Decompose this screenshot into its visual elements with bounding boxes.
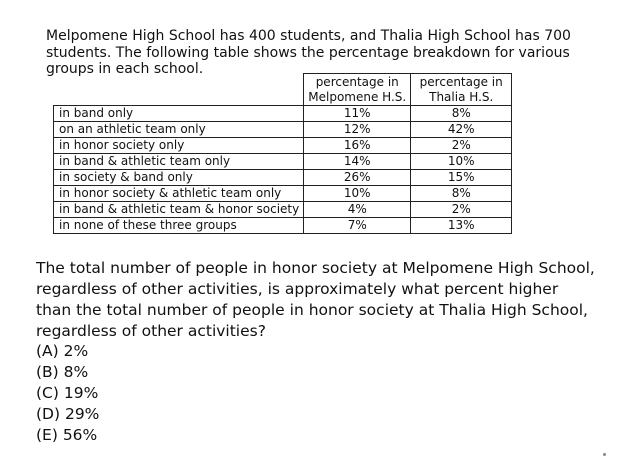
question-text: The total number of people in honor soci…	[36, 259, 595, 340]
header-thalia-line2: Thalia H.S.	[429, 90, 494, 104]
melpomene-value: 12%	[303, 121, 412, 138]
table-row: in society & band only 26% 15%	[52, 169, 513, 186]
thalia-value: 15%	[410, 169, 513, 186]
header-thalia: percentage in Thalia H.S.	[410, 73, 513, 106]
row-label: in honor society & athletic team only	[52, 185, 305, 202]
table-row: in none of these three groups 7% 13%	[52, 217, 513, 234]
thalia-value: 2%	[410, 201, 513, 218]
row-label: in band & athletic team & honor society	[52, 201, 305, 218]
thalia-value: 8%	[410, 105, 513, 122]
thalia-value: 2%	[410, 137, 513, 154]
answer-choices: (A) 2% (B) 8% (C) 19% (D) 29% (E) 56%	[36, 341, 99, 446]
table-row: in honor society only 16% 2%	[52, 137, 513, 154]
thalia-value: 13%	[410, 217, 513, 234]
row-label: on an athletic team only	[52, 121, 305, 138]
row-label: in honor society only	[52, 137, 305, 154]
choice-b: (B) 8%	[36, 363, 89, 381]
header-thalia-line1: percentage in	[419, 75, 503, 89]
melpomene-value: 4%	[303, 201, 412, 218]
header-melpomene-line2: Melpomene H.S.	[308, 90, 407, 104]
table-row: in band only 11% 8%	[52, 105, 513, 122]
choice-a: (A) 2%	[36, 342, 89, 360]
table-row: in band & athletic team & honor society …	[52, 201, 513, 218]
row-label: in band & athletic team only	[52, 153, 305, 170]
melpomene-value: 26%	[303, 169, 412, 186]
row-label: in band only	[52, 105, 305, 122]
choice-e: (E) 56%	[36, 426, 98, 444]
row-label: in society & band only	[52, 169, 305, 186]
melpomene-value: 7%	[303, 217, 412, 234]
table-row: in honor society & athletic team only 10…	[52, 185, 513, 202]
table-body: in band only 11% 8% on an athletic team …	[52, 105, 513, 234]
header-melpomene-line1: percentage in	[315, 75, 399, 89]
table-header-blank	[53, 73, 305, 106]
corner-dot	[603, 453, 606, 456]
problem-intro: Melpomene High School has 400 students, …	[46, 28, 571, 77]
thalia-value: 10%	[410, 153, 513, 170]
percentage-table: percentage in Melpomene H.S. percentage …	[52, 73, 513, 234]
choice-d: (D) 29%	[36, 405, 100, 423]
table-row: on an athletic team only 12% 42%	[52, 121, 513, 138]
thalia-value: 42%	[410, 121, 513, 138]
melpomene-value: 11%	[303, 105, 412, 122]
thalia-value: 8%	[410, 185, 513, 202]
row-label: in none of these three groups	[52, 217, 305, 234]
table-header-row: percentage in Melpomene H.S. percentage …	[53, 73, 513, 106]
melpomene-value: 16%	[303, 137, 412, 154]
choice-c: (C) 19%	[36, 384, 99, 402]
header-melpomene: percentage in Melpomene H.S.	[303, 73, 412, 106]
melpomene-value: 10%	[303, 185, 412, 202]
table-row: in band & athletic team only 14% 10%	[52, 153, 513, 170]
melpomene-value: 14%	[303, 153, 412, 170]
